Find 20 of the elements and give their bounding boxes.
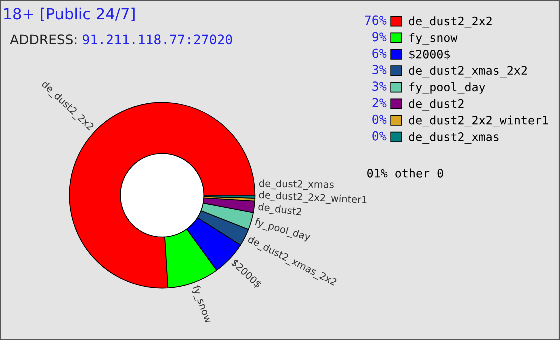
data-label: 0%	[372, 114, 387, 124]
legend-label: fy_snow	[410, 33, 458, 45]
data-label: 3%	[372, 82, 387, 92]
data-label: 3%	[372, 65, 387, 75]
data-label: 76%	[365, 16, 387, 26]
data-label: 6%	[372, 48, 387, 58]
slice-label: de_dust2_xmas	[259, 180, 334, 191]
legend-label: de_dust2	[409, 99, 464, 111]
data-label: 2%	[372, 98, 387, 108]
chart-title: 18+ [Public 24/7]	[4, 8, 135, 22]
text: ADDRESS: 91.211.118.77:27020	[10, 34, 232, 45]
legend-label: $2000$	[410, 50, 450, 60]
legend-label: fy_pool_day	[410, 82, 486, 94]
legend-label: de_dust2_xmas	[409, 132, 499, 144]
text: 01% other 0	[368, 168, 444, 178]
data-label: 9%	[372, 32, 387, 42]
data-label: 0%	[372, 131, 387, 141]
legend-label: de_dust2_2x2	[409, 16, 492, 28]
legend-label: de_dust2_xmas_2x2	[409, 66, 527, 78]
legend-label: de_dust2_2x2_winter1	[409, 116, 548, 128]
